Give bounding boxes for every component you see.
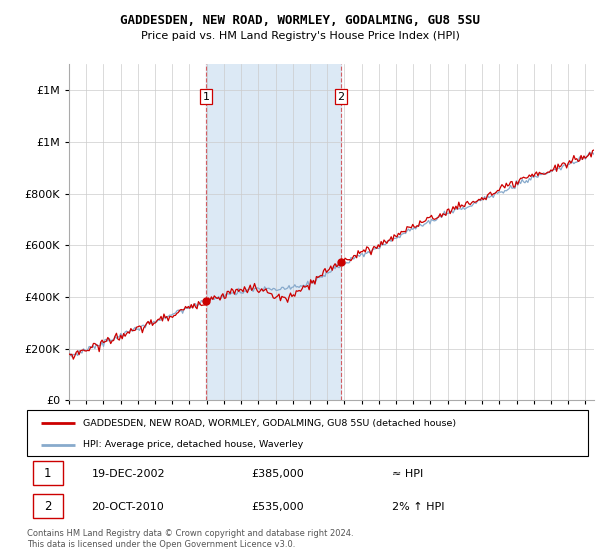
Text: 2: 2: [44, 500, 52, 514]
Text: 1: 1: [203, 92, 209, 102]
FancyBboxPatch shape: [32, 494, 64, 518]
FancyBboxPatch shape: [32, 461, 64, 485]
Text: GADDESDEN, NEW ROAD, WORMLEY, GODALMING, GU8 5SU (detached house): GADDESDEN, NEW ROAD, WORMLEY, GODALMING,…: [83, 419, 456, 428]
Text: 1: 1: [44, 467, 52, 480]
Text: 2: 2: [337, 92, 344, 102]
Text: £385,000: £385,000: [251, 469, 304, 479]
Text: Contains HM Land Registry data © Crown copyright and database right 2024.
This d: Contains HM Land Registry data © Crown c…: [27, 529, 353, 549]
FancyBboxPatch shape: [27, 410, 588, 456]
Bar: [206, 64, 341, 400]
Text: Price paid vs. HM Land Registry's House Price Index (HPI): Price paid vs. HM Land Registry's House …: [140, 31, 460, 41]
Text: £535,000: £535,000: [251, 502, 304, 512]
Text: HPI: Average price, detached house, Waverley: HPI: Average price, detached house, Wave…: [83, 440, 304, 450]
Text: GADDESDEN, NEW ROAD, WORMLEY, GODALMING, GU8 5SU: GADDESDEN, NEW ROAD, WORMLEY, GODALMING,…: [120, 14, 480, 27]
Text: 2% ↑ HPI: 2% ↑ HPI: [392, 502, 444, 512]
Text: ≈ HPI: ≈ HPI: [392, 469, 423, 479]
Text: 20-OCT-2010: 20-OCT-2010: [92, 502, 164, 512]
Text: 19-DEC-2002: 19-DEC-2002: [92, 469, 165, 479]
